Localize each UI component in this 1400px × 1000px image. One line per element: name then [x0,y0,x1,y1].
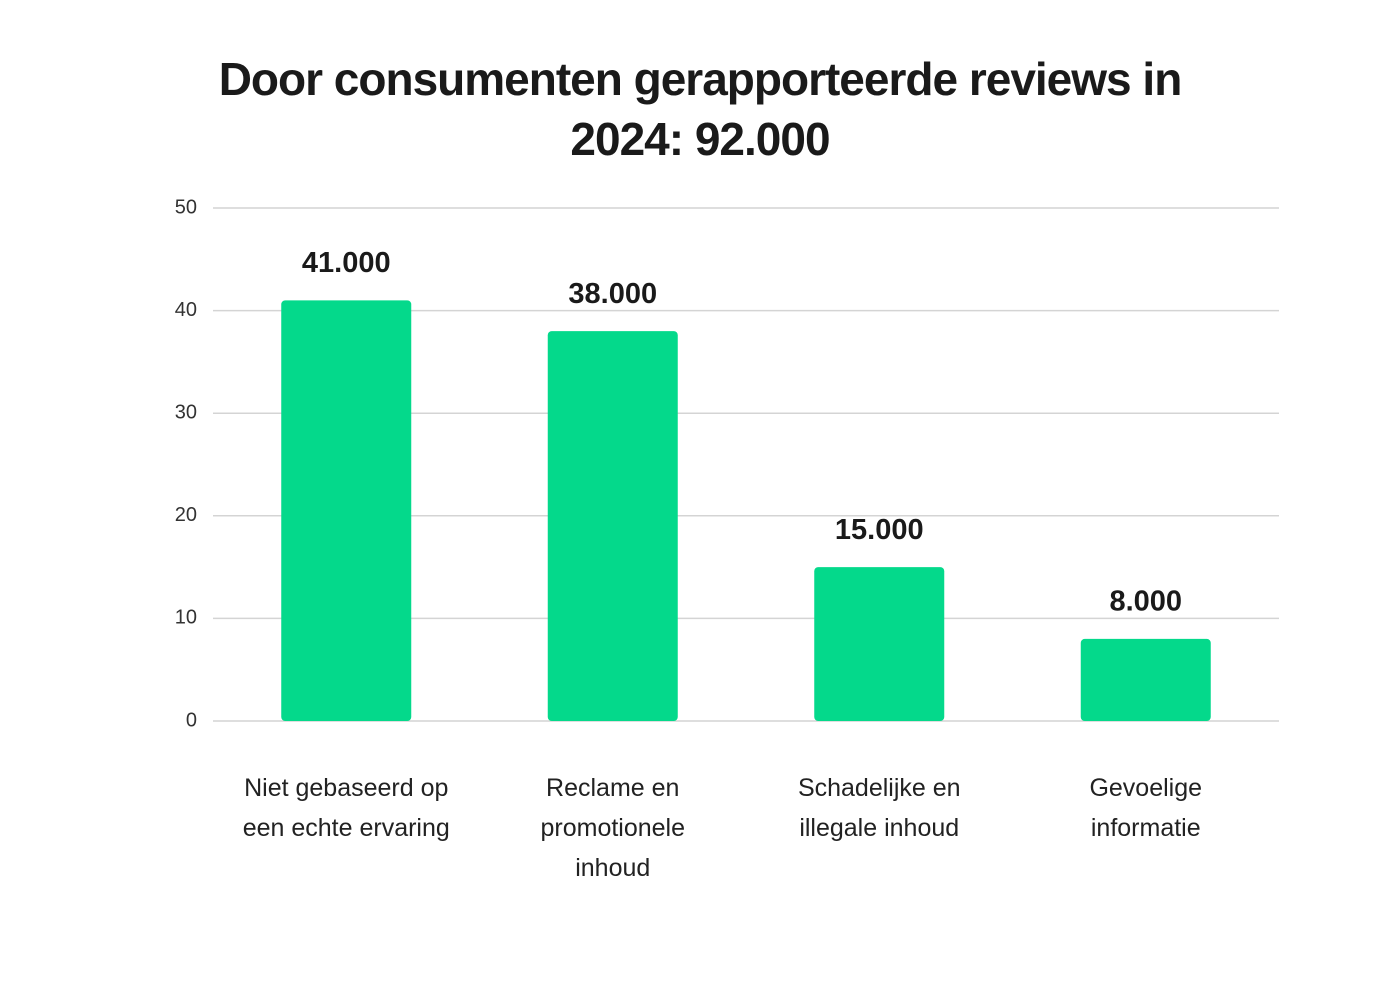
x-tick-label: Schadelijke en illegale inhoud [798,774,961,842]
value-label: 38.000 [568,278,657,310]
chart-title: Door consumenten gerapporteerde reviews … [219,53,1182,165]
x-tick-label: Reclame en promotionele inhoud [540,774,685,882]
value-label: 8.000 [1109,586,1182,618]
x-tick-label: Niet gebaseerd op een echte ervaring [243,774,450,842]
value-label: 15.000 [835,514,924,546]
y-tick-label: 10 [175,607,197,629]
bar [547,331,678,721]
y-tick-label: 30 [175,401,197,423]
y-tick-label: 0 [186,709,197,731]
y-tick-label: 50 [175,196,197,218]
bar [1080,638,1211,721]
y-tick-label: 20 [175,504,197,526]
value-label: 41.000 [302,247,391,279]
y-tick-label: 40 [175,299,197,321]
bar [814,567,945,721]
x-tick-label: Gevoelige informatie [1089,774,1202,842]
bar [281,300,412,721]
